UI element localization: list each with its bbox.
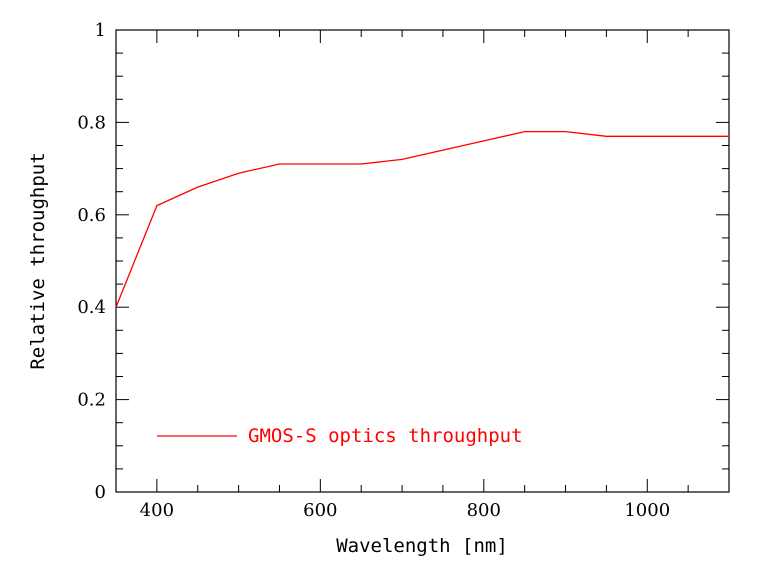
y-tick-label: 0.6 [77, 205, 106, 226]
y-axis-label: Relative throughput [27, 152, 49, 369]
series-line [115, 130, 729, 308]
y-tick-label: 1 [95, 20, 106, 41]
x-tick-label: 800 [467, 500, 501, 521]
legend-label: GMOS-S optics throughput [248, 425, 523, 447]
y-tick-label: 0 [95, 482, 106, 503]
x-tick-label: 400 [140, 500, 174, 521]
y-tick-label: 0.4 [77, 297, 106, 318]
tick-labels: 400 600 800 1000 0 0.2 0.4 0.6 0.8 1 [77, 20, 670, 521]
y-tick-label: 0.8 [77, 112, 106, 133]
plot-frame [115, 29, 730, 493]
x-axis-label: Wavelength [nm] [336, 535, 508, 557]
x-tick-label: 1000 [624, 500, 670, 521]
legend: GMOS-S optics throughput [157, 425, 523, 447]
axis-ticks [115, 29, 730, 493]
y-tick-label: 0.2 [77, 390, 106, 411]
series-group [115, 130, 729, 308]
x-tick-label: 600 [303, 500, 337, 521]
